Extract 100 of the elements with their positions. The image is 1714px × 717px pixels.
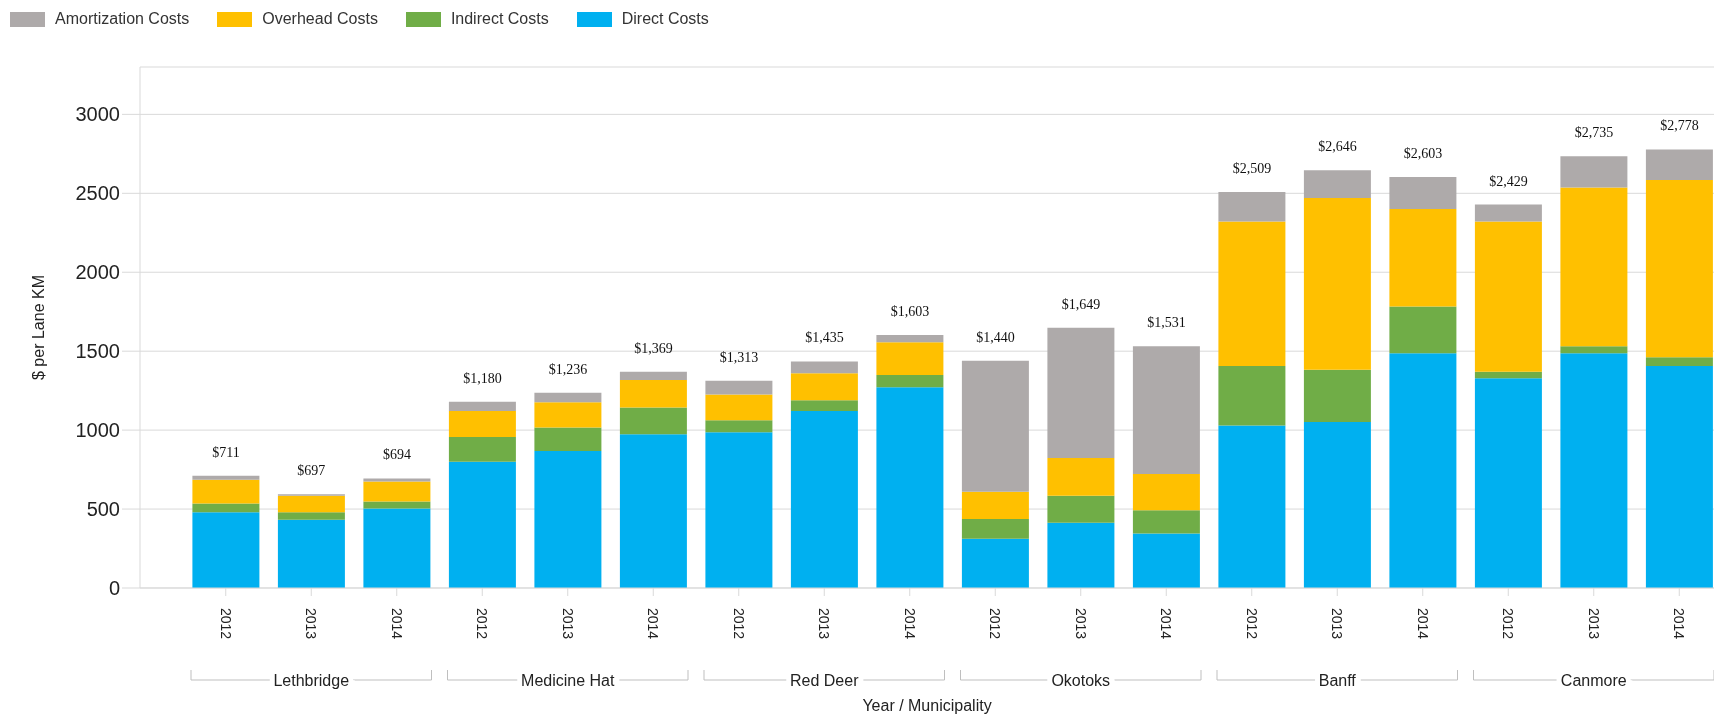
- bar: [1218, 221, 1286, 367]
- total-label: $1,531: [1147, 314, 1186, 330]
- total-label: $1,435: [805, 329, 844, 345]
- total-label: $2,735: [1574, 124, 1614, 140]
- y-axis-title: $ per Lane KM: [29, 275, 47, 380]
- bar: [1474, 371, 1542, 379]
- bar: [705, 394, 773, 421]
- y-tick-label: 3000: [75, 103, 120, 126]
- text: Red Deer: [790, 671, 860, 689]
- y-tick-label: 2500: [75, 182, 120, 205]
- x-tick-label: 2014: [1671, 608, 1688, 640]
- bar: [705, 432, 773, 588]
- bar: [1303, 369, 1371, 422]
- bar: [1303, 198, 1371, 370]
- x-tick-label: 2013: [303, 608, 320, 640]
- x-tick-label: 2012: [1500, 608, 1517, 640]
- bar: [1645, 180, 1713, 358]
- y-tick-label: 1000: [75, 419, 120, 442]
- legend-label: Amortization Costs: [55, 10, 190, 28]
- total-label: $1,180: [463, 370, 502, 386]
- bar: [363, 481, 431, 502]
- bar: [1047, 495, 1115, 523]
- bar: [1389, 306, 1457, 354]
- bar: [790, 361, 858, 374]
- bar: [619, 371, 687, 381]
- bar: [277, 519, 345, 588]
- bar: [1047, 522, 1115, 588]
- total-label: $711: [212, 444, 240, 460]
- y-tick-label: 2000: [75, 261, 120, 284]
- bar: [448, 461, 516, 588]
- bar: [1389, 208, 1457, 307]
- bar: [1303, 421, 1371, 588]
- bar: [1560, 346, 1628, 354]
- bar: [1389, 177, 1457, 209]
- text: Okotoks: [1051, 671, 1111, 689]
- x-tick-label: 2012: [217, 608, 234, 640]
- bar: [1132, 346, 1200, 475]
- total-label: $2,603: [1403, 145, 1443, 161]
- bar: [1560, 187, 1628, 347]
- bar: [448, 411, 516, 437]
- x-tick-label: 2013: [559, 608, 576, 640]
- bar: [534, 402, 602, 428]
- bar: [277, 495, 345, 513]
- annotation: $697: [297, 462, 326, 478]
- x-axis-title: Year / Municipality: [862, 696, 992, 714]
- text: Banff: [1318, 671, 1357, 689]
- bar: [876, 342, 944, 376]
- x-tick-label: 2012: [1243, 608, 1260, 640]
- bar: [1132, 510, 1200, 534]
- bar: [876, 387, 944, 588]
- bar: [790, 373, 858, 401]
- bar: [448, 436, 516, 462]
- text: Lethbridge: [273, 671, 350, 689]
- x-tick-label: 2013: [1329, 608, 1346, 640]
- y-tick-label: 0: [108, 577, 120, 600]
- bar: [1047, 457, 1115, 496]
- total-label: $2,429: [1489, 173, 1528, 189]
- bar: [1645, 149, 1713, 181]
- bar: [1218, 366, 1286, 426]
- bar: [790, 400, 858, 412]
- x-tick-label: 2014: [1414, 608, 1431, 640]
- legend-label: Overhead Costs: [262, 10, 378, 28]
- bar: [1560, 156, 1628, 188]
- total-label: $1,313: [719, 349, 759, 365]
- bar: [1132, 533, 1200, 588]
- text: Medicine Hat: [521, 671, 615, 689]
- bar: [1389, 353, 1457, 588]
- bar: [961, 538, 1029, 588]
- total-label: $2,778: [1660, 117, 1699, 133]
- bar: [534, 450, 602, 588]
- bar: [1474, 204, 1542, 222]
- bar: [1474, 378, 1542, 588]
- x-tick-label: 2012: [987, 608, 1004, 640]
- total-label: $1,603: [890, 303, 930, 319]
- bar: [1645, 357, 1713, 367]
- total-label: $1,440: [976, 329, 1015, 345]
- total-label: $2,646: [1318, 138, 1357, 154]
- x-tick-label: 2014: [1158, 608, 1175, 640]
- bar: [363, 478, 431, 482]
- bar: [192, 503, 260, 513]
- bar: [961, 360, 1029, 492]
- bar: [619, 407, 687, 435]
- bar: [363, 508, 431, 588]
- legend-label: Direct Costs: [621, 10, 709, 28]
- bar: [1474, 221, 1542, 372]
- bar: [192, 512, 260, 588]
- bar: [705, 380, 773, 395]
- y-tick-label: 500: [86, 498, 120, 521]
- x-tick-label: 2012: [474, 608, 491, 640]
- bar: [1218, 191, 1286, 222]
- y-tick-label: 1500: [75, 340, 120, 363]
- bar: [534, 427, 602, 451]
- bar: [1303, 170, 1371, 199]
- total-label: $2,509: [1232, 160, 1272, 176]
- bar: [363, 501, 431, 509]
- bar: [705, 420, 773, 433]
- bar: [1560, 353, 1628, 588]
- x-tick-label: 2013: [816, 608, 833, 640]
- total-label: $694: [382, 446, 411, 462]
- x-tick-label: 2013: [1072, 608, 1089, 640]
